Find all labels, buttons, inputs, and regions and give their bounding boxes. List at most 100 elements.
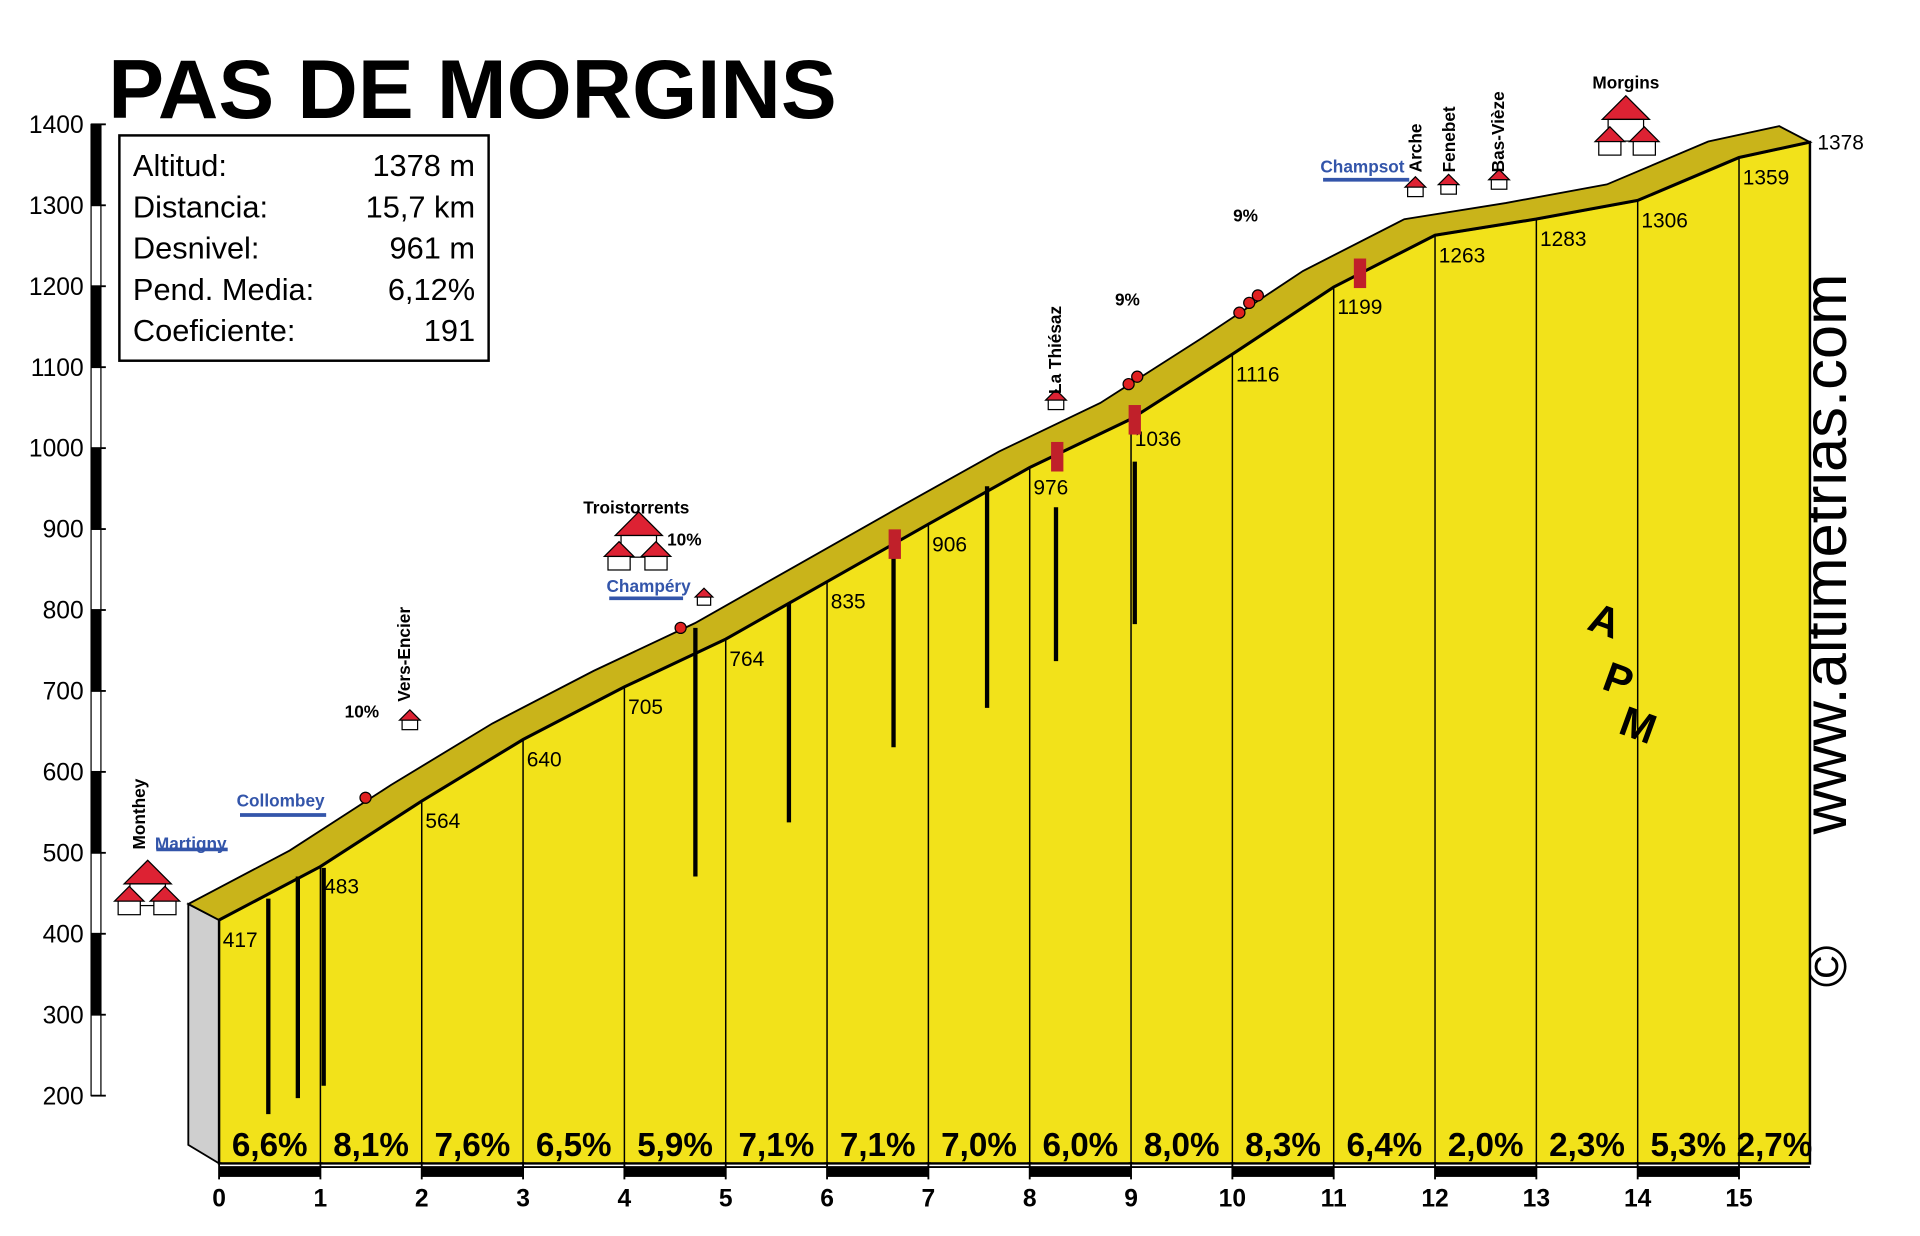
annotation: Champéry <box>607 576 692 596</box>
y-tick-label: 1300 <box>29 193 84 220</box>
km-bar <box>1637 1167 1740 1177</box>
y-tick-label: 900 <box>43 517 84 544</box>
house-wall <box>1632 140 1656 156</box>
y-tick-label: 1000 <box>29 436 84 463</box>
annotation: 10% <box>345 702 379 722</box>
elevation-label: 1116 <box>1236 363 1279 386</box>
house-wall <box>644 555 668 571</box>
stat-label: Pend. Media: <box>133 272 314 307</box>
x-tick-label: 15 <box>1725 1185 1752 1212</box>
km-bar <box>219 1167 321 1177</box>
x-tick-label: 12 <box>1421 1185 1448 1212</box>
grade-label: 2,7% <box>1737 1127 1813 1164</box>
steep-marker <box>1251 289 1264 302</box>
y-tick-label: 300 <box>43 1002 84 1029</box>
km-sign <box>1128 405 1141 435</box>
grade-box <box>728 1122 825 1163</box>
km-bar <box>1029 1167 1132 1177</box>
y-tick-label: 700 <box>43 679 84 706</box>
grade-box <box>1133 1122 1230 1163</box>
stat-value: 6,12% <box>388 272 475 307</box>
elevation-label: 835 <box>831 591 866 614</box>
house-wall <box>696 596 712 606</box>
annotation: Collombey <box>237 790 325 810</box>
annotation: Bas-Vièze <box>1488 91 1508 172</box>
km-sign <box>1051 441 1064 472</box>
x-tick-label: 10 <box>1219 1185 1246 1212</box>
grade-box <box>424 1122 521 1163</box>
x-tick-label: 8 <box>1023 1185 1037 1212</box>
stat-value: 15,7 km <box>366 189 475 224</box>
elevation-label: 640 <box>527 749 562 772</box>
grade-box <box>1538 1122 1636 1163</box>
grade-box <box>1234 1122 1332 1163</box>
stat-value: 1378 m <box>372 148 475 183</box>
annotation: Fenebet <box>1439 106 1459 172</box>
house-roof <box>1600 94 1651 121</box>
grade-label: 2,3% <box>1549 1127 1625 1164</box>
km-bar <box>827 1167 929 1177</box>
grade-box <box>1437 1122 1534 1163</box>
y-tick-label: 600 <box>43 759 84 786</box>
x-tick-label: 3 <box>516 1185 530 1212</box>
grade-label: 7,1% <box>739 1127 815 1164</box>
chart-title: PAS DE MORGINS <box>108 42 836 136</box>
stats-box <box>118 134 490 362</box>
x-tick-label: 11 <box>1321 1185 1347 1212</box>
stat-label: Coeficiente: <box>133 313 295 348</box>
grade-box <box>1741 1122 1808 1163</box>
elevation-label: 1036 <box>1135 428 1182 451</box>
y-axis-band <box>91 609 101 691</box>
elevation-label: 1378 <box>1817 132 1864 155</box>
grade-label: 6,4% <box>1347 1127 1423 1164</box>
elevation-label: 1306 <box>1641 210 1688 233</box>
elevation-label: 1263 <box>1439 244 1486 267</box>
y-axis-band <box>91 933 101 1015</box>
elevation-label: 1283 <box>1540 228 1587 251</box>
x-tick-label: 5 <box>719 1185 733 1212</box>
km-bar <box>1232 1167 1334 1177</box>
grade-label: 7,6% <box>435 1127 511 1164</box>
elevation-label: 764 <box>729 648 764 671</box>
grade-box <box>1032 1122 1129 1163</box>
grade-label: 8,1% <box>333 1127 409 1164</box>
annotation: 9% <box>1233 206 1258 226</box>
elevation-label: 1359 <box>1743 167 1790 190</box>
steep-marker <box>674 621 687 635</box>
grade-box <box>525 1122 622 1163</box>
y-tick-label: 800 <box>43 598 84 625</box>
stat-label: Altitud: <box>133 148 227 183</box>
house-wall <box>1047 399 1065 411</box>
grade-label: 7,1% <box>840 1127 916 1164</box>
steep-marker <box>1122 377 1135 391</box>
elevation-label: 705 <box>628 696 663 719</box>
km-sign <box>1353 258 1367 289</box>
stat-label: Desnivel: <box>133 231 260 266</box>
annotation: Champsot <box>1320 156 1404 176</box>
elevation-label: 906 <box>932 533 967 556</box>
grade-box <box>930 1122 1028 1163</box>
grade-label: 2,0% <box>1448 1127 1524 1164</box>
annotation: Morgins <box>1592 73 1659 93</box>
km-bar <box>421 1167 524 1177</box>
grade-label: 7,0% <box>941 1127 1017 1164</box>
km-bar <box>1435 1167 1537 1177</box>
x-tick-label: 1 <box>314 1185 328 1212</box>
grade-box <box>626 1122 724 1163</box>
annotation: Monthey <box>129 778 149 849</box>
y-tick-label: 500 <box>43 840 84 867</box>
stats: Altitud: 1378 m Distancia: 15,7 km Desnivel:… <box>133 148 475 348</box>
steep-marker <box>1243 296 1256 309</box>
y-tick-label: 400 <box>43 921 84 948</box>
annotation: Vers-Encier <box>394 607 414 702</box>
annotation: 10% <box>667 529 701 549</box>
house-wall <box>401 719 419 731</box>
y-tick-label: 200 <box>43 1083 84 1110</box>
elevation-label: 417 <box>223 929 258 952</box>
grade-label: 5,3% <box>1650 1127 1726 1164</box>
x-tick-label: 13 <box>1523 1185 1550 1212</box>
grade-label: 8,0% <box>1144 1127 1220 1164</box>
house-wall <box>607 555 631 571</box>
grade-box <box>1640 1122 1737 1163</box>
house-roof <box>398 708 422 721</box>
